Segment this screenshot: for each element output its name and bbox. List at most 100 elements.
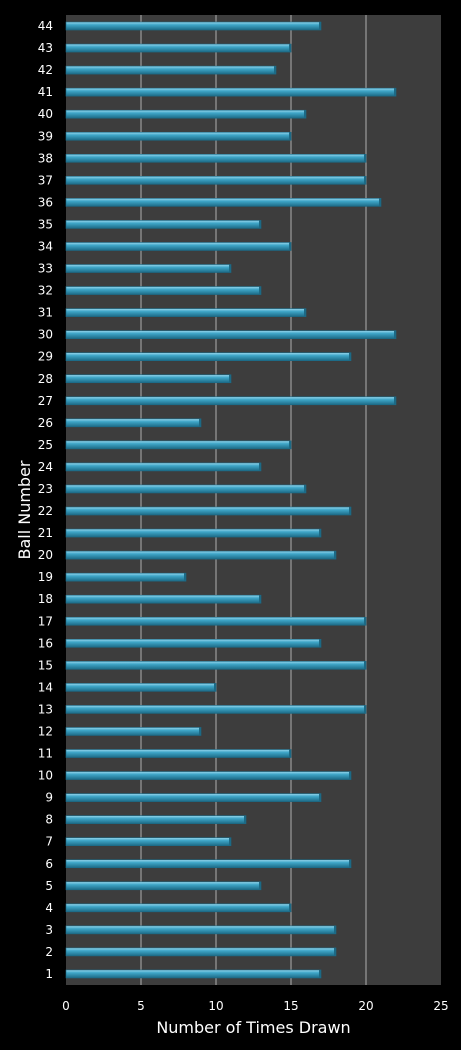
y-tick-label: 12 bbox=[38, 724, 53, 738]
y-tick-label: 40 bbox=[38, 107, 53, 121]
bar bbox=[65, 528, 322, 538]
bar bbox=[65, 87, 397, 97]
y-axis-title: Ball Number bbox=[15, 460, 34, 559]
bar bbox=[65, 396, 397, 406]
bar bbox=[65, 506, 352, 516]
bar bbox=[65, 242, 292, 251]
y-tick-label: 6 bbox=[45, 857, 53, 871]
bar bbox=[65, 286, 262, 295]
bar bbox=[65, 418, 202, 428]
y-tick-label: 37 bbox=[38, 173, 53, 187]
bar bbox=[65, 947, 337, 957]
bar bbox=[65, 21, 322, 31]
y-tick-label: 17 bbox=[38, 614, 53, 628]
bar bbox=[65, 969, 322, 979]
bar bbox=[65, 616, 367, 626]
bar bbox=[65, 131, 292, 141]
y-tick-label: 22 bbox=[38, 504, 53, 518]
y-tick-label: 39 bbox=[38, 129, 53, 143]
y-tick-label: 18 bbox=[38, 592, 53, 606]
bar bbox=[65, 220, 262, 229]
y-tick-label: 34 bbox=[38, 239, 53, 253]
y-tick-label: 11 bbox=[38, 747, 53, 761]
bar bbox=[65, 661, 367, 670]
bar bbox=[65, 638, 322, 648]
y-tick-label: 14 bbox=[38, 680, 53, 694]
y-tick-label: 10 bbox=[38, 769, 53, 783]
bar bbox=[65, 484, 307, 494]
bar bbox=[65, 881, 262, 891]
bar bbox=[65, 198, 382, 207]
bar bbox=[65, 153, 367, 163]
x-axis-title: Number of Times Drawn bbox=[156, 1018, 350, 1037]
y-tick-label: 9 bbox=[45, 791, 53, 805]
y-tick-label: 23 bbox=[38, 482, 53, 496]
bar bbox=[65, 109, 307, 119]
y-tick-label: 36 bbox=[38, 195, 53, 209]
y-tick-label: 2 bbox=[45, 945, 53, 959]
y-tick-label: 35 bbox=[38, 217, 53, 231]
bar bbox=[65, 65, 277, 75]
y-tick-label: 7 bbox=[45, 835, 53, 849]
y-tick-label: 30 bbox=[38, 328, 53, 342]
x-tick-label: 5 bbox=[137, 999, 145, 1013]
x-tick-label: 20 bbox=[358, 999, 373, 1013]
y-tick-label: 43 bbox=[38, 41, 53, 55]
y-tick-labels: 1234567891011121314151617181920212223242… bbox=[38, 19, 53, 981]
y-tick-label: 27 bbox=[38, 394, 53, 408]
y-tick-label: 8 bbox=[45, 813, 53, 827]
x-tick-label: 0 bbox=[62, 999, 70, 1013]
y-tick-label: 25 bbox=[38, 438, 53, 452]
y-tick-label: 16 bbox=[38, 636, 53, 650]
y-tick-label: 5 bbox=[45, 879, 53, 893]
x-tick-label: 15 bbox=[283, 999, 298, 1013]
y-tick-label: 15 bbox=[38, 658, 53, 672]
bar bbox=[65, 903, 292, 913]
bar bbox=[65, 594, 262, 604]
bar bbox=[65, 859, 352, 869]
x-tick-labels: 0 5 10 15 20 25 bbox=[62, 999, 448, 1013]
y-tick-label: 21 bbox=[38, 526, 53, 540]
y-tick-label: 4 bbox=[45, 901, 53, 915]
bar bbox=[65, 462, 262, 472]
bar bbox=[65, 749, 292, 758]
y-tick-label: 41 bbox=[38, 85, 53, 99]
y-tick-label: 33 bbox=[38, 262, 53, 276]
bars bbox=[65, 21, 397, 979]
y-tick-label: 31 bbox=[38, 306, 53, 320]
y-tick-label: 28 bbox=[38, 372, 53, 386]
y-tick-label: 26 bbox=[38, 416, 53, 430]
y-tick-label: 3 bbox=[45, 923, 53, 937]
bar bbox=[65, 264, 232, 273]
bar bbox=[65, 572, 187, 582]
y-tick-label: 38 bbox=[38, 151, 53, 165]
bar bbox=[65, 308, 307, 317]
bar bbox=[65, 550, 337, 560]
y-tick-label: 13 bbox=[38, 702, 53, 716]
x-tick-label: 25 bbox=[433, 999, 448, 1013]
y-tick-label: 32 bbox=[38, 284, 53, 298]
bar bbox=[65, 374, 232, 384]
bar bbox=[65, 440, 292, 450]
bar bbox=[65, 43, 292, 53]
bar bbox=[65, 771, 352, 780]
x-tick-label: 10 bbox=[208, 999, 223, 1013]
bar bbox=[65, 837, 232, 847]
y-tick-label: 44 bbox=[38, 19, 53, 33]
bar bbox=[65, 683, 217, 692]
bar bbox=[65, 793, 322, 802]
y-tick-label: 29 bbox=[38, 350, 53, 364]
bar bbox=[65, 727, 202, 736]
bar bbox=[65, 815, 247, 824]
y-tick-label: 24 bbox=[38, 460, 53, 474]
y-tick-label: 20 bbox=[38, 548, 53, 562]
bar bbox=[65, 176, 367, 185]
bar bbox=[65, 352, 352, 362]
bar bbox=[65, 705, 367, 714]
y-tick-label: 1 bbox=[45, 967, 53, 981]
y-tick-label: 42 bbox=[38, 63, 53, 77]
bar bbox=[65, 330, 397, 339]
bar bbox=[65, 925, 337, 935]
y-tick-label: 19 bbox=[38, 570, 53, 584]
